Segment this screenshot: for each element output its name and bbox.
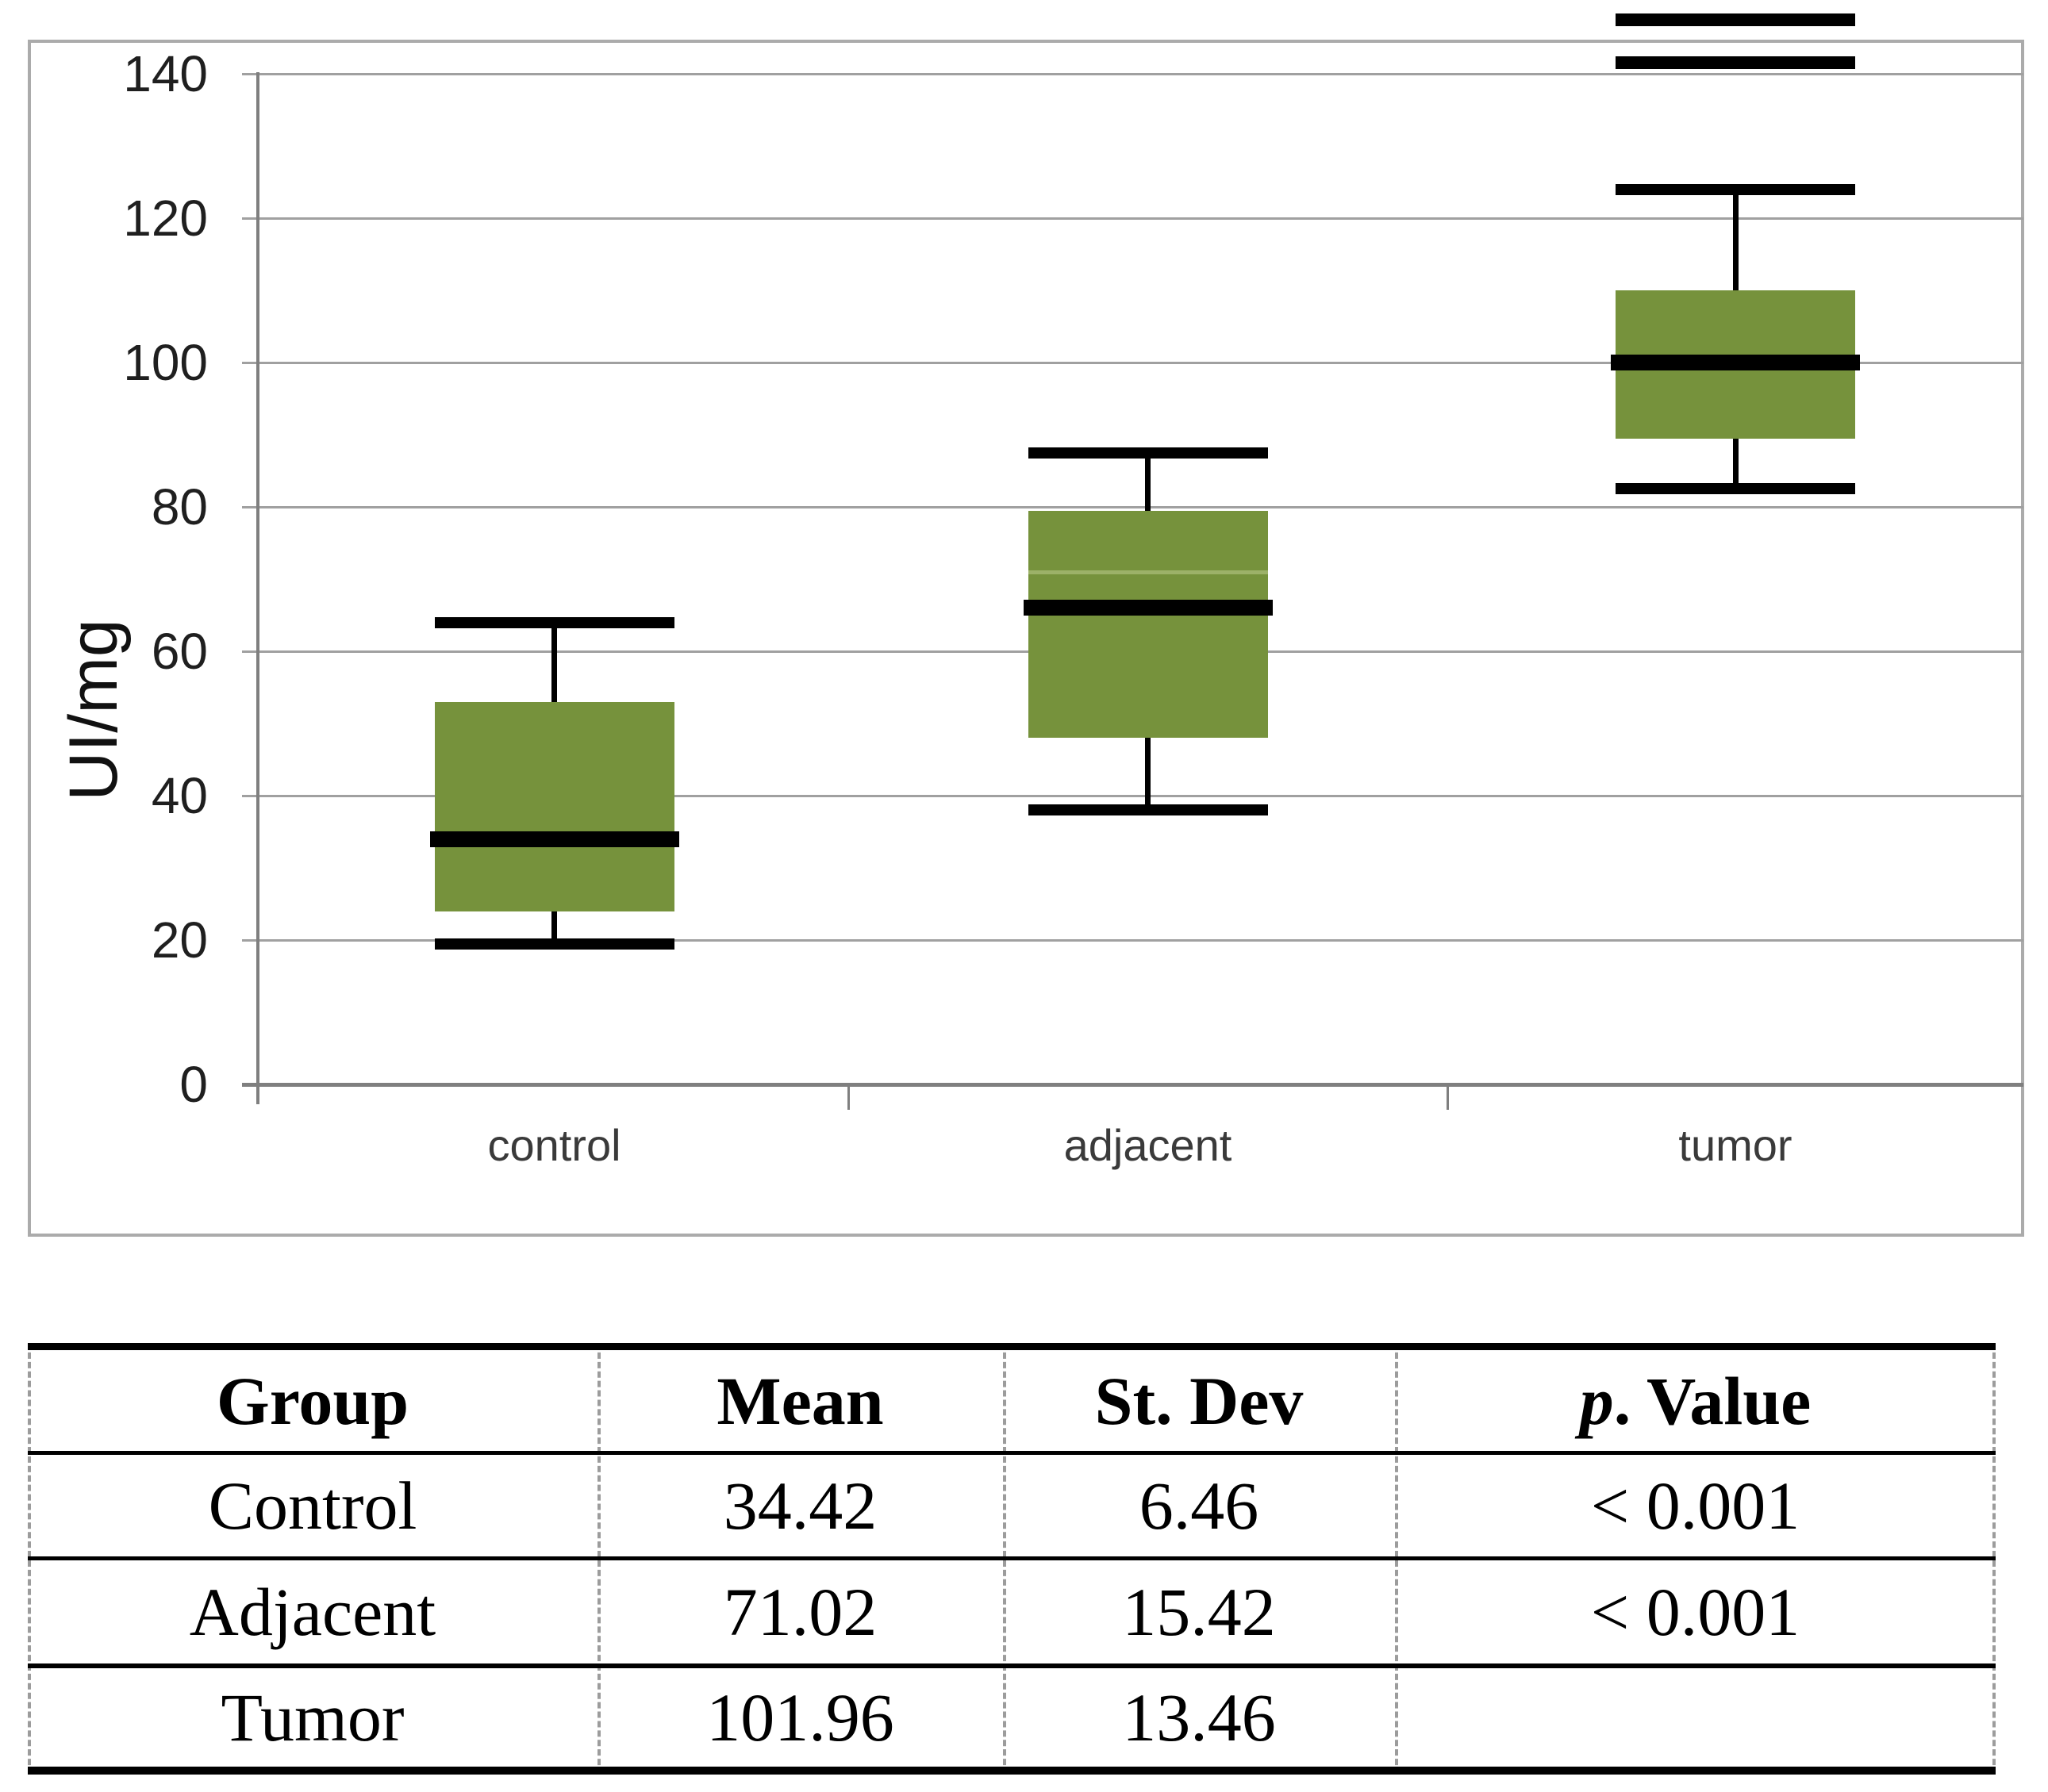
gridline <box>242 794 2023 797</box>
italic-p: p <box>1579 1362 1614 1439</box>
boxplot-chart-frame <box>28 40 2024 1237</box>
table-rule <box>28 1767 1996 1775</box>
table-header-cell: St. Dev <box>1094 1362 1304 1439</box>
x-axis-category-label: control <box>487 1120 621 1170</box>
y-axis-tick-label: 60 <box>151 623 208 680</box>
whisker-upper-line <box>1732 189 1739 290</box>
gridline <box>242 505 2023 508</box>
table-rule <box>28 1451 1996 1455</box>
y-axis-line <box>256 72 259 1104</box>
whisker-lower-cap <box>1028 804 1268 816</box>
gridline <box>242 72 2023 75</box>
median-line <box>1023 600 1273 616</box>
table-cell: 13.46 <box>1122 1679 1276 1756</box>
table-cell: Control <box>208 1468 417 1544</box>
stats-table: Group Mean St. Dev p. Value Control 34.42 6.46… <box>28 1343 1996 1775</box>
whisker-upper-line <box>551 622 557 702</box>
mean-line <box>1028 570 1268 574</box>
y-axis-tick-label: 120 <box>123 190 208 247</box>
x-axis-line <box>242 1083 2023 1087</box>
y-axis-tick-label: 40 <box>151 767 208 824</box>
y-axis-tick-label: 0 <box>179 1056 208 1113</box>
x-axis-tick <box>1447 1084 1449 1110</box>
y-axis-tick-label: 80 <box>151 478 208 535</box>
gridline <box>242 361 2023 364</box>
whisker-lower-cap <box>434 938 674 950</box>
whisker-upper-cap <box>1616 183 1855 195</box>
whisker-lower-line <box>1145 738 1151 811</box>
table-cell <box>1395 1668 1996 1767</box>
iqr-box <box>434 701 674 911</box>
gridline <box>242 217 2023 220</box>
y-axis-tick-label: 140 <box>123 45 208 102</box>
table-cell: 71.02 <box>723 1574 878 1650</box>
table-header-cell: p. Value <box>1579 1362 1812 1439</box>
whisker-upper-line <box>1145 452 1151 511</box>
gridline <box>242 938 2023 942</box>
table-header-cell: Group <box>216 1362 409 1439</box>
y-axis-tick-label: 100 <box>123 334 208 391</box>
table-cell: Adjacent <box>189 1574 436 1650</box>
whisker-lower-line <box>551 911 557 944</box>
table-cell: < 0.001 <box>1590 1574 1800 1650</box>
table-rule <box>28 1663 1996 1668</box>
table-cell: 34.42 <box>723 1468 878 1544</box>
table-rule <box>28 1556 1996 1560</box>
table-header-cell: Mean <box>717 1362 884 1439</box>
median-line <box>1611 355 1860 370</box>
y-axis-title: UI/mg <box>56 619 132 801</box>
table-cell: Tumor <box>221 1679 405 1756</box>
boxplot-plot-area: 0 20 40 60 80 100 120 140 control adjacent tumor <box>123 13 2023 1170</box>
median-line <box>429 831 679 847</box>
y-axis-tick-label: 20 <box>151 911 208 969</box>
x-axis-tick <box>847 1084 850 1110</box>
table-rule <box>28 1343 1996 1350</box>
table-cell: 6.46 <box>1139 1468 1259 1544</box>
table-cell: 15.42 <box>1122 1574 1276 1650</box>
table-cell: 101.96 <box>706 1679 894 1756</box>
whisker-upper-cap <box>434 616 674 628</box>
x-axis-category-label: tumor <box>1678 1120 1792 1170</box>
whisker-lower-cap <box>1616 483 1855 495</box>
whisker-upper-cap <box>1028 447 1268 459</box>
table-cell: < 0.001 <box>1590 1468 1800 1544</box>
whisker-lower-line <box>1732 438 1739 489</box>
outlier-bar <box>1616 56 1855 70</box>
iqr-box <box>1028 510 1268 739</box>
outlier-bar <box>1616 13 1855 26</box>
x-axis-category-label: adjacent <box>1063 1120 1232 1170</box>
